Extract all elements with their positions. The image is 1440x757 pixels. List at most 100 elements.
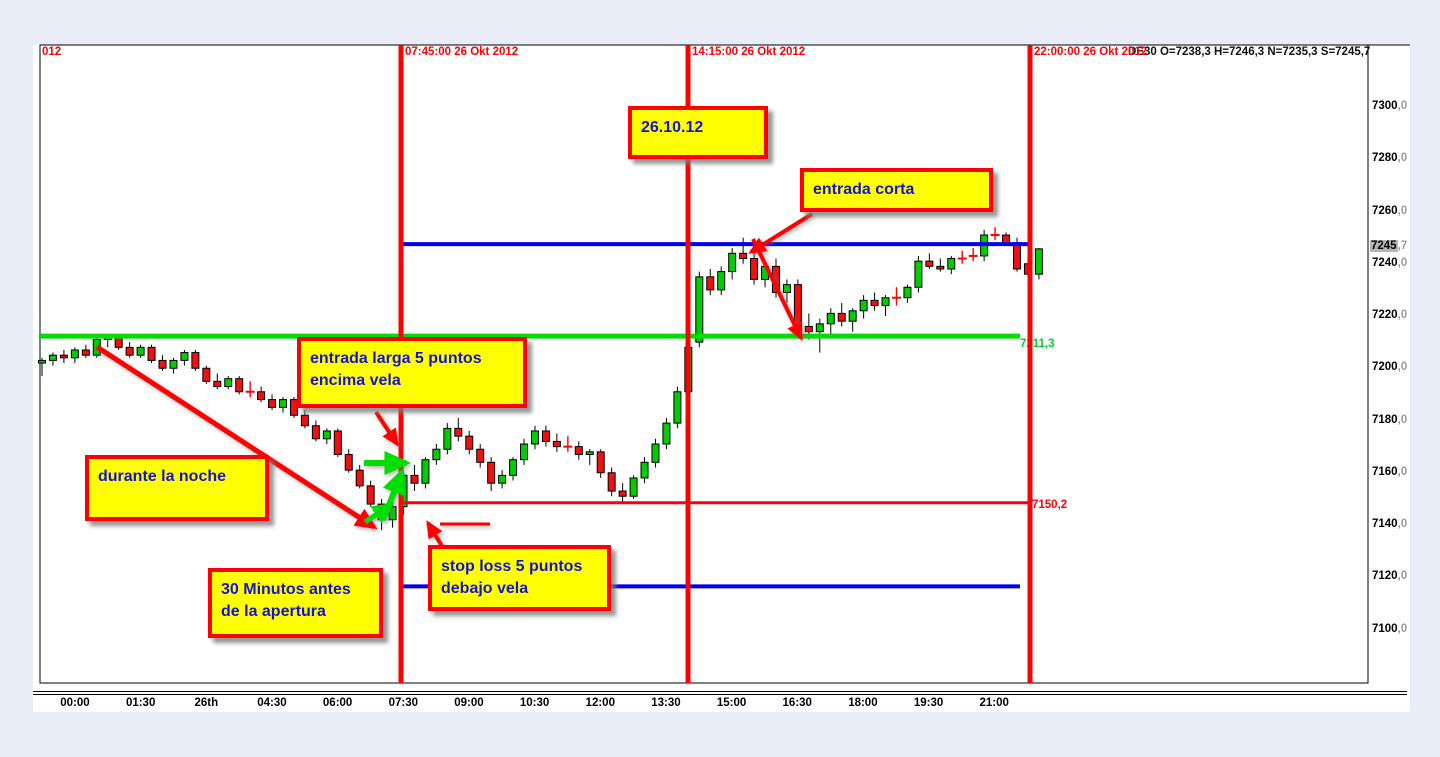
candle-up (136, 346, 145, 356)
annotation-box-stop-loss: stop loss 5 puntos debajo vela (428, 545, 611, 611)
annotation-box-entrada-corta: entrada corta (800, 168, 993, 212)
x-axis-tick-label: 15:00 (716, 697, 747, 709)
x-axis-tick-label: 01:30 (125, 697, 156, 709)
y-axis-tick-label: 7240,0 (1372, 256, 1408, 269)
candle-up (421, 459, 430, 484)
candle-down (925, 260, 934, 267)
annotation-durante-noche-text: durante la noche (98, 468, 227, 485)
last-price-tag: 7245,7 (1370, 240, 1407, 252)
axis-separator-line (33, 691, 1407, 692)
candle-down (158, 359, 167, 369)
candle-up (947, 258, 956, 270)
candle-up (70, 349, 79, 359)
candle-down (454, 427, 463, 437)
candle-up (38, 359, 46, 364)
candle-down (344, 453, 353, 471)
x-axis-tick-label: 04:30 (257, 697, 287, 709)
candle-up (695, 276, 704, 343)
candle-up (848, 310, 857, 322)
candle-up (782, 284, 791, 293)
y-axis-tick-label: 7260,0 (1372, 204, 1408, 217)
annotation-entrada-larga-line2: encima vela (310, 372, 401, 389)
candle-down (333, 430, 342, 455)
candle-up (432, 448, 441, 461)
session-time-label: 14:15:00 26 Okt 2012 (692, 46, 806, 58)
candle-up (443, 427, 452, 450)
clipped-session-label: 012 (42, 46, 62, 58)
candle-down (607, 472, 616, 492)
x-axis-tick-label: 18:00 (848, 697, 878, 709)
candle-up (224, 378, 233, 388)
candle-down (257, 391, 266, 401)
x-axis-tick-label: 07:30 (388, 697, 418, 709)
y-axis-tick-label: 7160,0 (1372, 465, 1408, 478)
annotation-box-date: 26.10.12 (628, 106, 768, 159)
annotation-box-durante-noche: durante la noche (85, 455, 269, 521)
arrow-green-low-candle (363, 502, 395, 525)
candle-down (213, 380, 222, 388)
annotation-stop-loss-line1: stop loss 5 puntos (441, 558, 583, 575)
candle-up (651, 443, 660, 463)
arrow-entrada-corta (748, 212, 814, 254)
ohlc-quote: DE30 O=7238,3 H=7246,3 N=7235,3 S=7245,7 (1128, 46, 1371, 58)
annotation-box-30-minutos: 30 Minutos antes de la apertura (208, 568, 383, 638)
candle-down (202, 367, 211, 382)
candle-down (837, 312, 846, 322)
candle-down (147, 346, 156, 361)
arrows-layer (95, 212, 814, 568)
red-stop-level-label: 7150,2 (1032, 499, 1067, 511)
candle-up (180, 352, 189, 361)
candle-down (1002, 234, 1011, 244)
y-axis-tick-label: 7200,0 (1372, 361, 1408, 374)
annotation-30-minutos-line1: 30 Minutos antes (221, 581, 351, 598)
y-axis-tick-label: 7120,0 (1372, 570, 1408, 583)
candle-up (640, 461, 649, 479)
x-axis-tick-label: 21:00 (979, 697, 1009, 709)
candle-down (476, 448, 485, 463)
y-axis-tick-label: 7280,0 (1372, 152, 1408, 165)
candle-up (530, 430, 539, 445)
candle-up (509, 459, 518, 476)
candle-up (520, 443, 529, 461)
annotation-entrada-corta-text: entrada corta (813, 181, 915, 198)
axis-separator-line (33, 694, 1407, 695)
candle-up (826, 312, 835, 325)
x-axis-tick-label: 19:30 (913, 697, 944, 709)
arrow-trend-down-overnight (95, 344, 378, 530)
candle-up (662, 422, 671, 445)
x-axis-tick-label: 16:30 (782, 697, 812, 709)
annotation-30-minutos-line2: de la apertura (221, 603, 326, 620)
candle-down (81, 349, 90, 356)
x-axis-tick-label: 26th (194, 697, 219, 709)
x-axis-tick-label: 10:30 (519, 697, 550, 709)
candle-down (268, 399, 277, 408)
candle-down (191, 352, 200, 369)
candle-down (366, 485, 375, 505)
candle-down (618, 490, 627, 497)
candle-down (465, 435, 474, 450)
last-price-int: 7245 (1370, 240, 1398, 252)
y-axis-tick-label: 7100,0 (1372, 622, 1408, 635)
candle-up (169, 359, 178, 369)
candle-down (487, 461, 496, 484)
candle-down (1012, 242, 1021, 270)
candle-down (410, 474, 419, 484)
x-axis-tick-label: 12:00 (585, 697, 615, 709)
candle-down (596, 451, 605, 474)
arrow-entrada-larga (374, 410, 399, 447)
candle-up (728, 252, 737, 273)
candle-down (574, 446, 583, 455)
green-pivot-level-label: 7211,3 (1020, 338, 1055, 350)
candle-down (706, 276, 715, 291)
x-axis-tick-label: 09:00 (454, 697, 484, 709)
candle-up (629, 477, 638, 497)
annotation-date-text: 26.10.12 (641, 119, 704, 136)
x-axis-tick-label: 06:00 (322, 697, 353, 709)
candle-down (552, 440, 561, 448)
candle-up (717, 271, 726, 291)
candle-down (300, 414, 309, 427)
candle-down (739, 252, 748, 260)
annotation-entrada-larga-line1: entrada larga 5 puntos (310, 350, 482, 367)
candle-up (279, 399, 288, 408)
